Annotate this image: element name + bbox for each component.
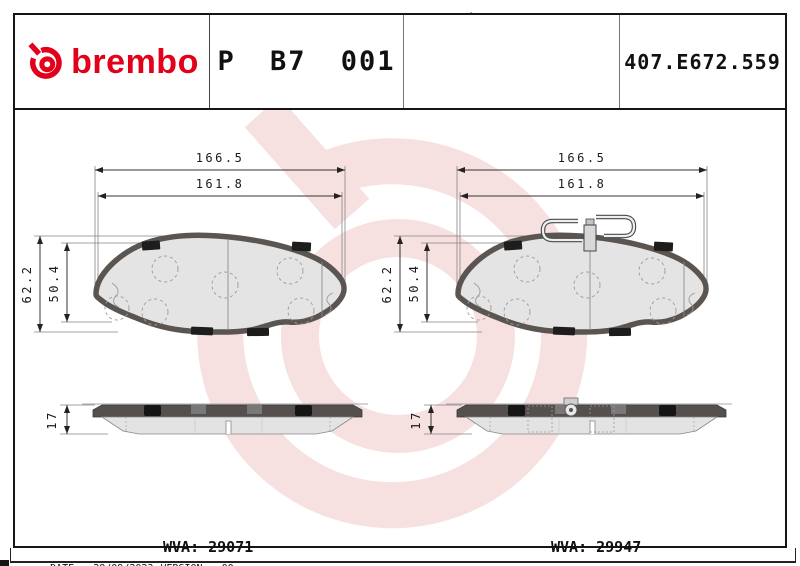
wva-value: 29071 — [208, 538, 254, 556]
wva-value: 29947 — [596, 538, 642, 556]
part-number-cell: P B7 001 — [209, 15, 403, 108]
brand-cell: brembo — [15, 15, 209, 108]
part-number: P B7 001 — [217, 46, 396, 77]
wva-line: WVA: 29947 — [551, 539, 641, 556]
footer-bar: DATE : 28/09/2023 VERSION : 00 — [10, 548, 796, 566]
date-label: DATE : — [50, 563, 86, 566]
wva-label: WVA: — [163, 538, 200, 556]
catalog-number-cell: 407.E672.559 — [619, 15, 785, 108]
version-label: VERSION : — [160, 563, 214, 566]
brembo-logo-icon — [28, 41, 62, 79]
wva-block-right: WVA:29947 QTY:x2 — [551, 505, 641, 566]
version-value: 00 — [222, 563, 234, 566]
wva-label: WVA: — [551, 538, 588, 556]
pad-render-cell — [403, 15, 619, 108]
title-block: brembo P B7 001 407.E672.559 — [13, 13, 787, 110]
date-value: 28/09/2023 — [93, 563, 153, 566]
catalog-number: 407.E672.559 — [624, 49, 781, 74]
brand-wordmark: brembo — [71, 42, 199, 81]
corner-registration-mark — [0, 560, 9, 566]
wva-line: WVA: 29071 — [163, 539, 253, 556]
wva-block-left: WVA:29071 QTY:x2 — [163, 505, 253, 566]
